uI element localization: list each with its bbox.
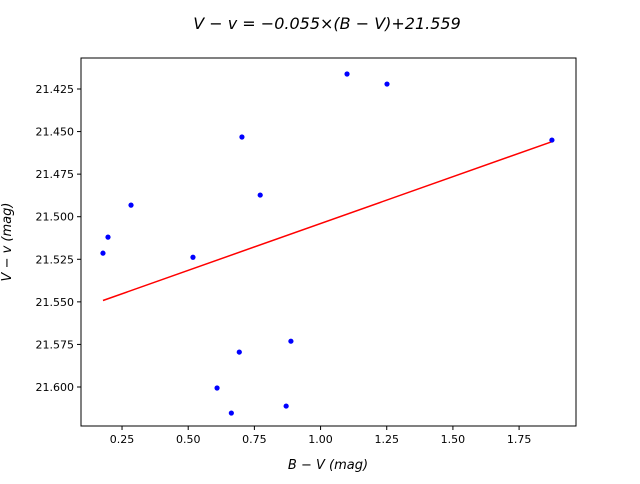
data-point [344, 71, 350, 77]
data-point [105, 234, 111, 240]
plot-area: 0.25 0.50 0.75 1.00 1.25 1.50 1.75 21.425 21.450… [36, 57, 577, 446]
data-point [283, 403, 289, 409]
data-point [288, 338, 294, 344]
y-tick-label: 21.450 [36, 126, 75, 139]
chart-title: V − v = −0.055×(B − V)+21.559 [193, 14, 461, 33]
x-tick-label: 1.50 [441, 433, 466, 446]
data-point [239, 134, 245, 140]
y-tick-label: 21.475 [36, 168, 75, 181]
y-tick-label: 21.425 [36, 83, 75, 96]
axes-frame [80, 57, 577, 427]
y-tick-label: 21.600 [36, 381, 75, 394]
data-point [214, 385, 220, 391]
x-tick-label: 0.25 [110, 433, 135, 446]
x-tick-label: 0.75 [242, 433, 267, 446]
data-point [128, 202, 134, 208]
data-point [228, 410, 234, 416]
data-point [190, 254, 196, 260]
fit-line [102, 140, 553, 302]
x-axis-label: B − V (mag) [288, 458, 368, 473]
data-point [549, 137, 555, 143]
data-point [384, 81, 390, 87]
x-tick-label: 0.50 [176, 433, 201, 446]
data-point [257, 192, 263, 198]
x-tick-label: 1.00 [308, 433, 333, 446]
y-tick-label: 21.550 [36, 296, 75, 309]
y-tick-label: 21.525 [36, 253, 75, 266]
y-tick-label: 21.575 [36, 338, 75, 351]
data-point [236, 349, 242, 355]
x-tick-label: 1.25 [374, 433, 399, 446]
y-axis-label: V − v (mag) [0, 203, 15, 282]
x-tick-label: 1.75 [507, 433, 532, 446]
data-point [100, 250, 106, 256]
y-tick-label: 21.500 [36, 211, 75, 224]
